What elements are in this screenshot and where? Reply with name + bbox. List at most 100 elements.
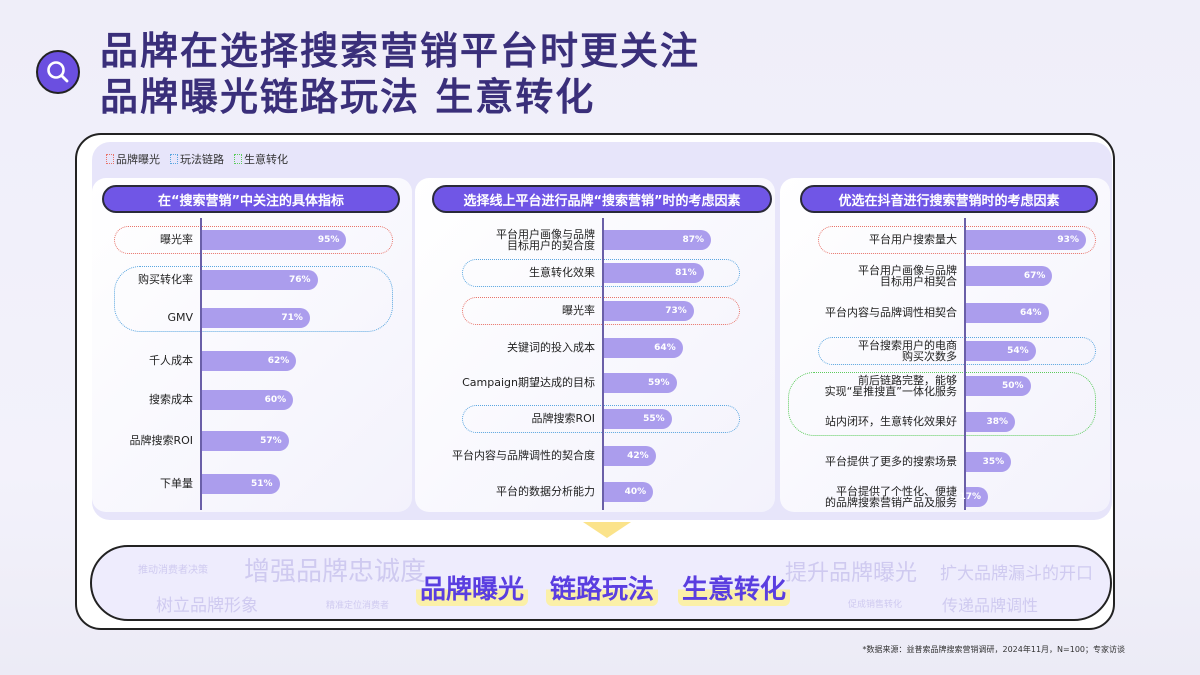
highlight-box [114, 226, 393, 254]
keyword-banner: 推动消费者决策 增强品牌忠诚度 树立品牌形象 精准定位消费者 提升品牌曝光 扩大… [90, 545, 1112, 621]
legend: 品牌曝光 玩法链路 生意转化 [106, 151, 288, 167]
bar-label: 平台的数据分析能力 [496, 485, 595, 498]
keyword-conversion: 生意转化 [678, 569, 791, 606]
bar-value: 93% [1057, 235, 1079, 245]
bar-value: 40% [624, 487, 647, 497]
bar-value: 87% [682, 235, 704, 245]
bar-label: 曝光率 [562, 304, 595, 317]
bar-value: 55% [643, 414, 665, 424]
chart-0-axis [200, 218, 202, 510]
chart-1-axis [602, 218, 604, 510]
bar-label: 站内闭环，生意转化效果好 [825, 415, 957, 428]
bar-value: 59% [648, 378, 670, 388]
highlight-box [462, 405, 740, 433]
bar: 60% [202, 390, 294, 410]
bar-value: 64% [654, 343, 676, 353]
bar-label: 下单量 [160, 477, 193, 490]
bar-label: 千人成本 [149, 354, 193, 367]
bar-label: 曝光率 [160, 233, 193, 246]
title-line-2: 品牌曝光链路玩法 生意转化 [100, 75, 596, 119]
bar-value: 42% [627, 451, 649, 461]
bar-label: GMV [167, 311, 193, 324]
cloud-word: 传递品牌调性 [942, 596, 1039, 615]
bar-value: 50% [1001, 381, 1024, 391]
cloud-word: 增强品牌忠诚度 [244, 557, 427, 587]
bar-value: 54% [1007, 346, 1029, 356]
bar-value: 73% [665, 306, 687, 316]
highlight-box [818, 337, 1096, 365]
highlight-box [462, 259, 740, 287]
bar: 42% [604, 446, 656, 466]
legend-item: 品牌曝光 [106, 151, 160, 167]
legend-label: 玩法链路 [180, 153, 224, 166]
bar: 64% [604, 338, 683, 358]
cloud-word: 推动消费者决策 [138, 565, 208, 576]
bar: 54% [966, 341, 1036, 361]
highlight-box [788, 372, 1096, 436]
bar: 50% [966, 376, 1031, 396]
bar-value: 95% [317, 235, 340, 245]
bar-value: 64% [1020, 308, 1042, 318]
down-arrow-icon [583, 522, 631, 538]
bar-label: 平台内容与品牌调性的契合度 [452, 449, 595, 462]
bar: 67% [966, 266, 1053, 286]
bar: 40% [604, 482, 654, 502]
keyword-link: 链路玩法 [546, 569, 659, 606]
bar-label: 购买转化率 [138, 273, 193, 286]
chart-1-title: 选择线上平台进行品牌“搜索营销”时的考虑因素 [432, 185, 772, 213]
bar-label: 平台内容与品牌调性相契合 [825, 306, 957, 319]
bar-label: 生意转化效果 [529, 266, 595, 279]
cloud-word: 扩大品牌漏斗的开口 [940, 564, 1093, 584]
highlight-box [818, 226, 1096, 254]
page-title: 品牌在选择搜索营销平台时更关注 品牌曝光链路玩法 生意转化 [100, 28, 700, 120]
bar: 51% [202, 474, 280, 494]
legend-swatch [170, 154, 178, 164]
legend-swatch [234, 154, 242, 164]
bar-value: 71% [281, 313, 303, 323]
bar: 95% [202, 230, 347, 250]
bar-label: 平台用户画像与品牌 目标用户的契合度 [496, 228, 595, 252]
bar-value: 62% [267, 356, 290, 366]
legend-label: 品牌曝光 [116, 153, 160, 166]
cloud-word: 精准定位消费者 [326, 601, 390, 611]
search-icon [36, 50, 80, 94]
bar-value: 67% [1023, 271, 1046, 281]
bar: 64% [966, 303, 1049, 323]
bar: 17% [959, 487, 988, 507]
bar-label: 搜索成本 [149, 393, 193, 406]
highlight-box [114, 266, 393, 332]
chart-2-axis [964, 218, 966, 510]
chart-0-title: 在“搜索营销”中关注的具体指标 [102, 185, 400, 213]
cloud-word: 提升品牌曝光 [785, 561, 918, 586]
bar-value: 76% [288, 275, 311, 285]
bar-label: 品牌搜索ROI [531, 412, 595, 425]
footnote: *数据来源：益普索品牌搜索营销调研，2024年11月，N=100；专家访谈 [862, 645, 1126, 654]
bar-value: 81% [675, 268, 697, 278]
bar: 93% [966, 230, 1086, 250]
bar: 87% [604, 230, 711, 250]
bar-label: Campaign期望达成的目标 [462, 376, 595, 389]
bar-label: 平台用户画像与品牌 目标用户相契合 [858, 264, 957, 288]
bar: 35% [966, 452, 1012, 472]
bar: 55% [604, 409, 672, 429]
bar: 71% [202, 308, 310, 328]
bar: 73% [604, 301, 694, 321]
legend-swatch [106, 154, 114, 164]
bar-label: 平台提供了个性化、便捷 的品牌搜索营销产品及服务 [825, 485, 957, 509]
bar-value: 51% [250, 479, 273, 489]
chart-1-panel [415, 178, 775, 512]
bar: 59% [604, 373, 677, 393]
bar-value: 60% [264, 395, 287, 405]
legend-label: 生意转化 [244, 153, 288, 166]
bar-label: 平台搜索用户的电商 购买次数多 [858, 339, 957, 363]
legend-item: 玩法链路 [170, 151, 224, 167]
cloud-word: 树立品牌形象 [156, 596, 258, 616]
chart-2-title: 优选在抖音进行搜索营销时的考虑因素 [800, 185, 1098, 213]
bar-label: 品牌搜索ROI [129, 434, 193, 447]
title-line-1: 品牌在选择搜索营销平台时更关注 [100, 29, 701, 73]
highlight-box [462, 297, 740, 325]
bar-label: 前后链路完整，能够 实现“星推搜直”一体化服务 [824, 374, 957, 398]
bar-value: 35% [982, 457, 1005, 467]
bar: 76% [202, 270, 318, 290]
keyword-exposure: 品牌曝光 [416, 569, 529, 606]
